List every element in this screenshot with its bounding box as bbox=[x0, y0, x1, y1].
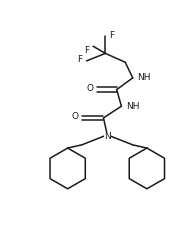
Text: N: N bbox=[104, 132, 111, 141]
Text: NH: NH bbox=[126, 102, 140, 111]
Text: O: O bbox=[86, 84, 93, 93]
Text: F: F bbox=[109, 31, 114, 40]
Text: NH: NH bbox=[137, 73, 151, 82]
Text: F: F bbox=[78, 55, 83, 64]
Text: F: F bbox=[84, 47, 89, 55]
Text: O: O bbox=[71, 112, 78, 121]
